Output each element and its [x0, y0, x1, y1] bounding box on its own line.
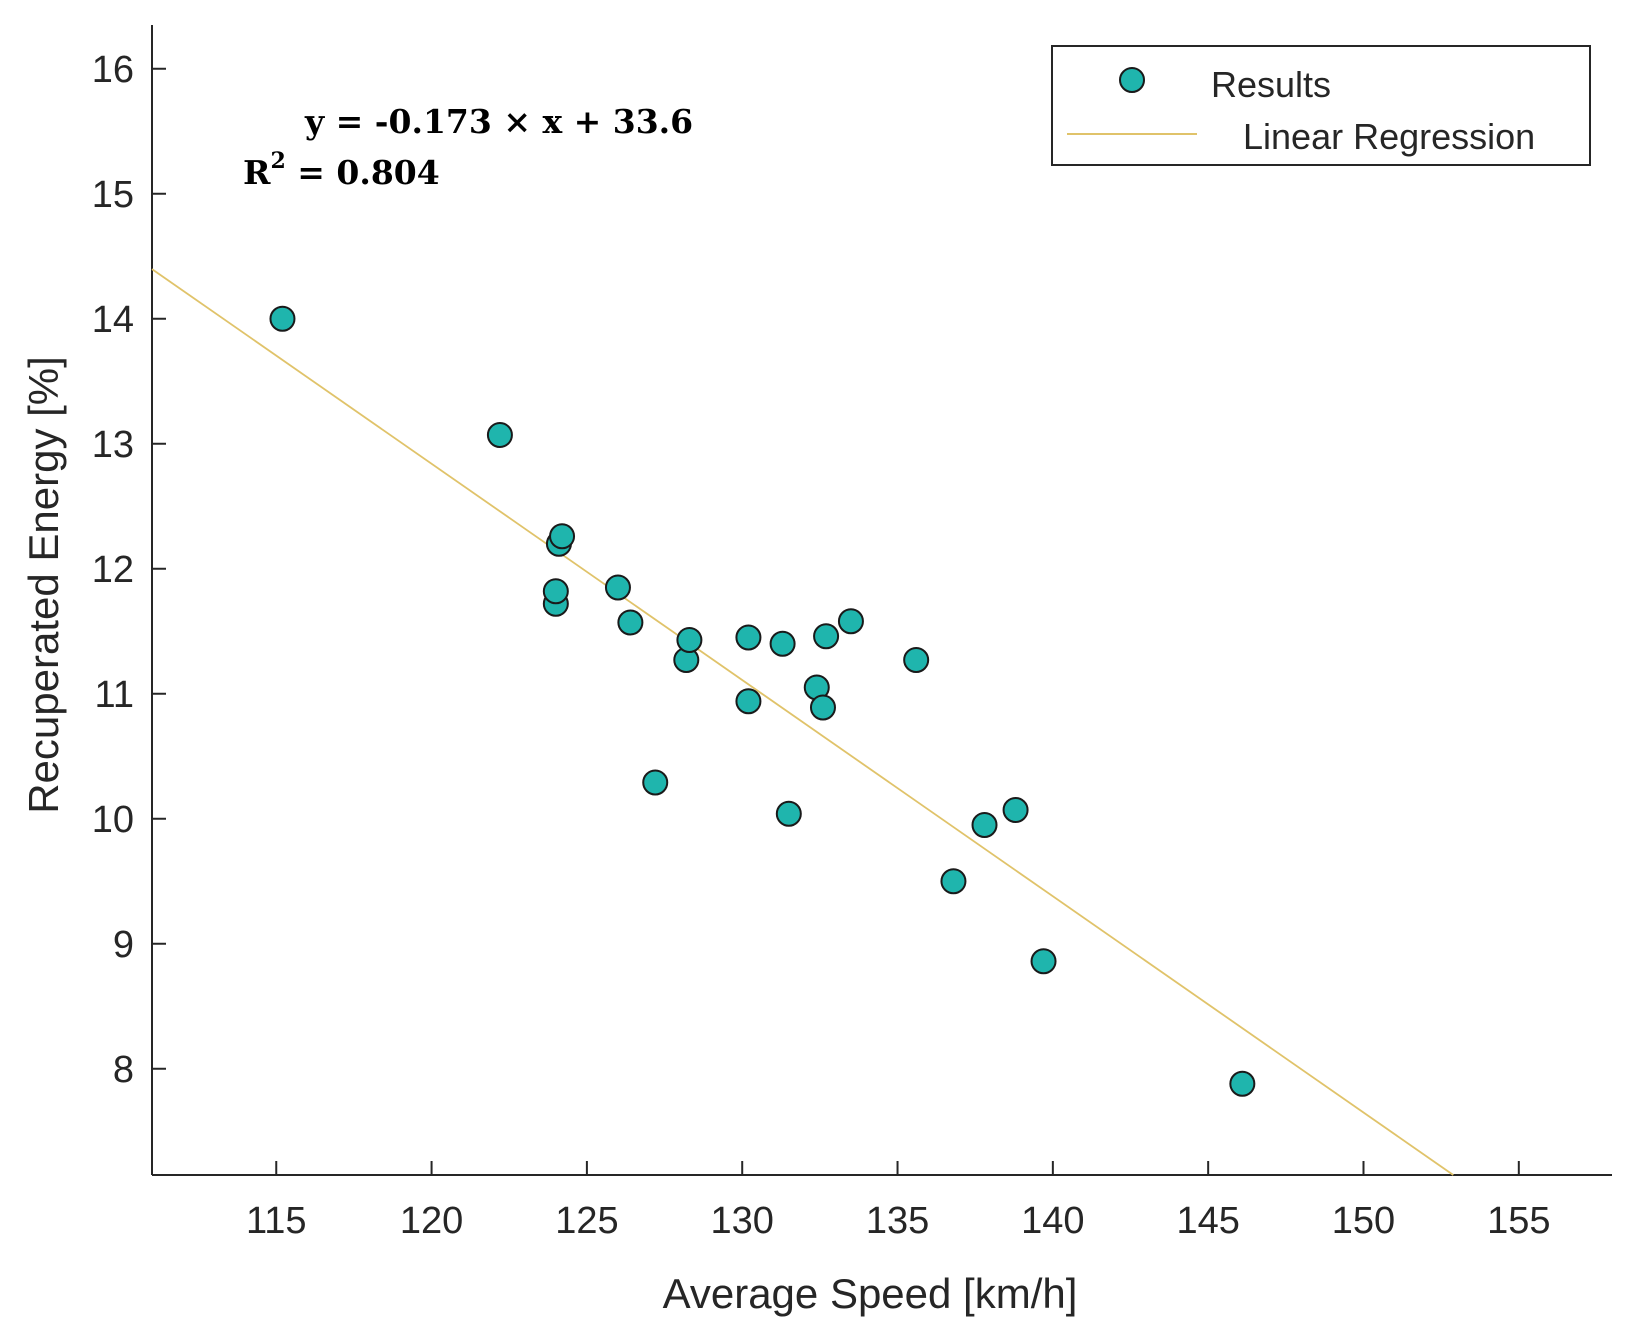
plot-area: 115 120 125 130 135 140 145 150 155 8 9 10 11 12 13 14…	[92, 25, 1612, 1242]
data-point	[735, 624, 762, 651]
data-point	[837, 608, 864, 635]
y-tick-label: 11	[95, 674, 134, 716]
data-point	[676, 627, 703, 653]
data-point	[971, 812, 998, 838]
data-point	[617, 609, 644, 636]
x-tick-label: 145	[1176, 1200, 1239, 1242]
regression-annotation: y = -0.173 × x + 33.6 R2 = 0.804	[243, 102, 693, 192]
data-point	[1002, 797, 1029, 823]
x-tick-label: 140	[1021, 1200, 1084, 1242]
y-axis-label: Recuperated Energy [%]	[20, 356, 67, 814]
data-point	[775, 800, 802, 827]
r-squared-prefix: R	[243, 153, 271, 192]
y-tick-label: 13	[92, 424, 134, 466]
data-point	[542, 578, 569, 605]
data-point	[813, 623, 840, 650]
data-point	[769, 630, 796, 657]
y-tick-label: 9	[113, 924, 134, 966]
data-point	[735, 688, 762, 715]
x-tick-label: 135	[866, 1200, 929, 1242]
data-point	[642, 769, 669, 796]
data-point	[940, 868, 967, 895]
data-point	[903, 647, 930, 673]
legend: Results Linear Regression	[1051, 45, 1591, 166]
x-tick-label: 115	[246, 1200, 307, 1242]
legend-label-regression: Linear Regression	[1243, 116, 1535, 157]
y-axis-ticks: 8 9 10 11 12 13 14 15 16	[92, 49, 166, 1091]
data-point	[1030, 948, 1057, 975]
r-squared-superscript: 2	[270, 148, 285, 174]
x-tick-label: 125	[555, 1200, 618, 1242]
y-tick-label: 8	[113, 1049, 134, 1091]
data-points	[269, 305, 1256, 1097]
x-tick-label: 155	[1487, 1200, 1550, 1242]
y-tick-label: 15	[92, 174, 134, 216]
r-squared: R2 = 0.804	[243, 148, 440, 192]
legend-box	[1051, 45, 1591, 166]
regression-equation: y = -0.173 × x + 33.6	[304, 102, 693, 141]
legend-marker-results	[1119, 67, 1145, 93]
x-axis-label: Average Speed [km/h]	[663, 1270, 1078, 1317]
data-point	[1229, 1070, 1256, 1097]
y-tick-label: 14	[92, 299, 134, 341]
x-tick-label: 130	[711, 1200, 774, 1242]
y-tick-label: 16	[92, 49, 134, 91]
r-squared-value: = 0.804	[286, 153, 440, 192]
data-point	[604, 574, 631, 601]
x-tick-label: 150	[1332, 1200, 1395, 1242]
x-axis-ticks: 115 120 125 130 135 140 145 150 155	[246, 1161, 1551, 1242]
data-point	[269, 305, 296, 332]
legend-label-results: Results	[1211, 64, 1331, 105]
y-tick-label: 10	[92, 799, 134, 841]
regression-line	[151, 268, 1454, 1176]
data-point	[809, 694, 836, 721]
data-point	[486, 422, 513, 448]
x-tick-label: 120	[400, 1200, 463, 1242]
y-tick-label: 12	[92, 549, 134, 591]
data-point	[549, 523, 576, 550]
